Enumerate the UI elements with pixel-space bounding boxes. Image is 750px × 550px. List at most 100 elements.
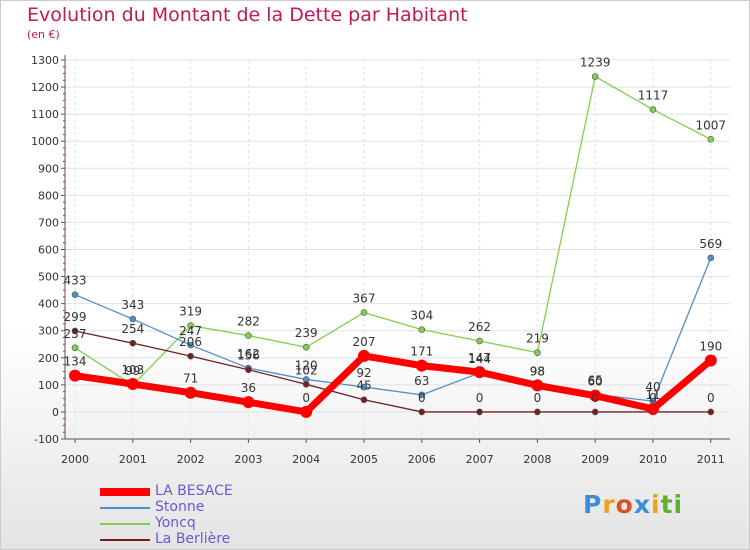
data-label: 304 xyxy=(410,309,433,323)
data-point xyxy=(129,315,137,323)
data-point xyxy=(649,106,657,113)
legend-label-la-berliere: La Berlière xyxy=(155,531,231,547)
logo-letter: P xyxy=(583,490,603,519)
x-tick-label: 2001 xyxy=(119,453,147,466)
y-tick-label: -100 xyxy=(34,433,59,446)
data-point xyxy=(591,408,599,416)
data-label: 0 xyxy=(649,391,657,405)
data-label: 162 xyxy=(237,347,260,361)
data-label: 102 xyxy=(295,363,318,377)
data-point xyxy=(707,408,715,416)
chart-title: Evolution du Montant de la Dette par Hab… xyxy=(27,4,468,26)
data-label: 254 xyxy=(121,322,144,336)
data-label: 262 xyxy=(468,320,491,334)
data-label: 63 xyxy=(414,374,429,388)
data-point xyxy=(126,378,139,391)
data-label: 206 xyxy=(179,335,202,349)
data-point xyxy=(360,309,368,316)
x-tick-label: 2000 xyxy=(61,453,89,466)
legend-swatch-yoncq xyxy=(100,523,150,525)
series-line xyxy=(74,75,712,386)
data-label: 190 xyxy=(699,339,722,353)
data-label: 237 xyxy=(64,327,87,341)
data-point xyxy=(302,381,310,388)
data-point xyxy=(71,327,79,335)
legend-label-la-besace: LA BESACE xyxy=(155,483,233,499)
logo-letter: i xyxy=(673,490,684,519)
y-tick-label: 1200 xyxy=(31,81,59,94)
data-label: 0 xyxy=(591,391,599,405)
data-point xyxy=(360,383,368,391)
data-label: 98 xyxy=(530,364,545,378)
data-point xyxy=(358,349,370,362)
data-label: 92 xyxy=(356,366,371,380)
data-label: 1007 xyxy=(696,118,727,132)
data-point xyxy=(71,344,79,352)
data-label: 343 xyxy=(121,298,144,312)
x-tick-label: 2007 xyxy=(466,453,494,466)
legend-swatch-la-besace xyxy=(100,488,150,496)
series-line xyxy=(71,352,715,416)
y-tick-label: 800 xyxy=(38,189,59,202)
data-point xyxy=(418,326,426,333)
data-point xyxy=(534,349,541,356)
legend-swatch-stonne xyxy=(100,507,150,509)
legend-swatch-la-berliere xyxy=(100,539,150,541)
data-label: 99 xyxy=(125,364,140,378)
data-label: 36 xyxy=(241,381,256,395)
y-tick-label: 200 xyxy=(38,352,59,365)
y-tick-label: 1300 xyxy=(31,54,59,67)
logo-letter: r xyxy=(602,490,616,519)
x-tick-label: 2003 xyxy=(234,453,262,466)
data-point xyxy=(187,322,194,329)
data-label: 103 xyxy=(121,363,144,377)
data-label: 569 xyxy=(699,237,722,251)
x-tick-label: 2002 xyxy=(177,453,205,466)
data-label: 0 xyxy=(476,391,484,405)
data-label: 1239 xyxy=(580,56,611,70)
series-line xyxy=(74,257,712,402)
data-label: 45 xyxy=(356,379,371,393)
data-point xyxy=(704,354,717,367)
y-tick-label: 600 xyxy=(38,244,59,257)
x-tick-label: 2011 xyxy=(697,453,725,466)
data-point xyxy=(589,389,602,402)
data-point xyxy=(531,379,544,392)
y-tick-label: 1000 xyxy=(31,135,59,148)
data-point xyxy=(302,343,310,351)
data-point xyxy=(418,408,426,416)
data-label: 156 xyxy=(237,349,260,363)
data-label: 319 xyxy=(179,305,202,319)
data-label: 60 xyxy=(588,375,603,389)
y-tick-label: 100 xyxy=(38,379,59,392)
y-tick-label: 300 xyxy=(38,325,59,338)
data-point xyxy=(242,396,255,409)
data-label: 247 xyxy=(179,324,202,338)
data-label: 207 xyxy=(353,335,376,349)
data-label: 0 xyxy=(534,391,542,405)
data-label: 0 xyxy=(418,391,426,405)
data-label: 0 xyxy=(302,391,310,405)
y-tick-label: 500 xyxy=(38,271,59,284)
x-tick-label: 2008 xyxy=(523,453,551,466)
data-point xyxy=(591,73,599,80)
data-label: 282 xyxy=(237,315,260,329)
logo-letter: x xyxy=(633,490,651,519)
data-point xyxy=(187,341,194,349)
data-point xyxy=(245,366,252,373)
data-label: 65 xyxy=(588,373,603,387)
data-point xyxy=(473,366,486,379)
data-point xyxy=(647,402,659,415)
data-label: 134 xyxy=(64,355,87,369)
logo-letter: t xyxy=(660,490,674,519)
data-label: 171 xyxy=(410,345,433,359)
data-point xyxy=(707,136,715,143)
series-line xyxy=(74,330,712,413)
data-label: 71 xyxy=(183,372,198,386)
y-tick-label: 1100 xyxy=(31,108,59,121)
data-label: 40 xyxy=(645,380,660,394)
y-tick-label: 700 xyxy=(38,216,59,229)
data-label: 219 xyxy=(526,332,549,346)
